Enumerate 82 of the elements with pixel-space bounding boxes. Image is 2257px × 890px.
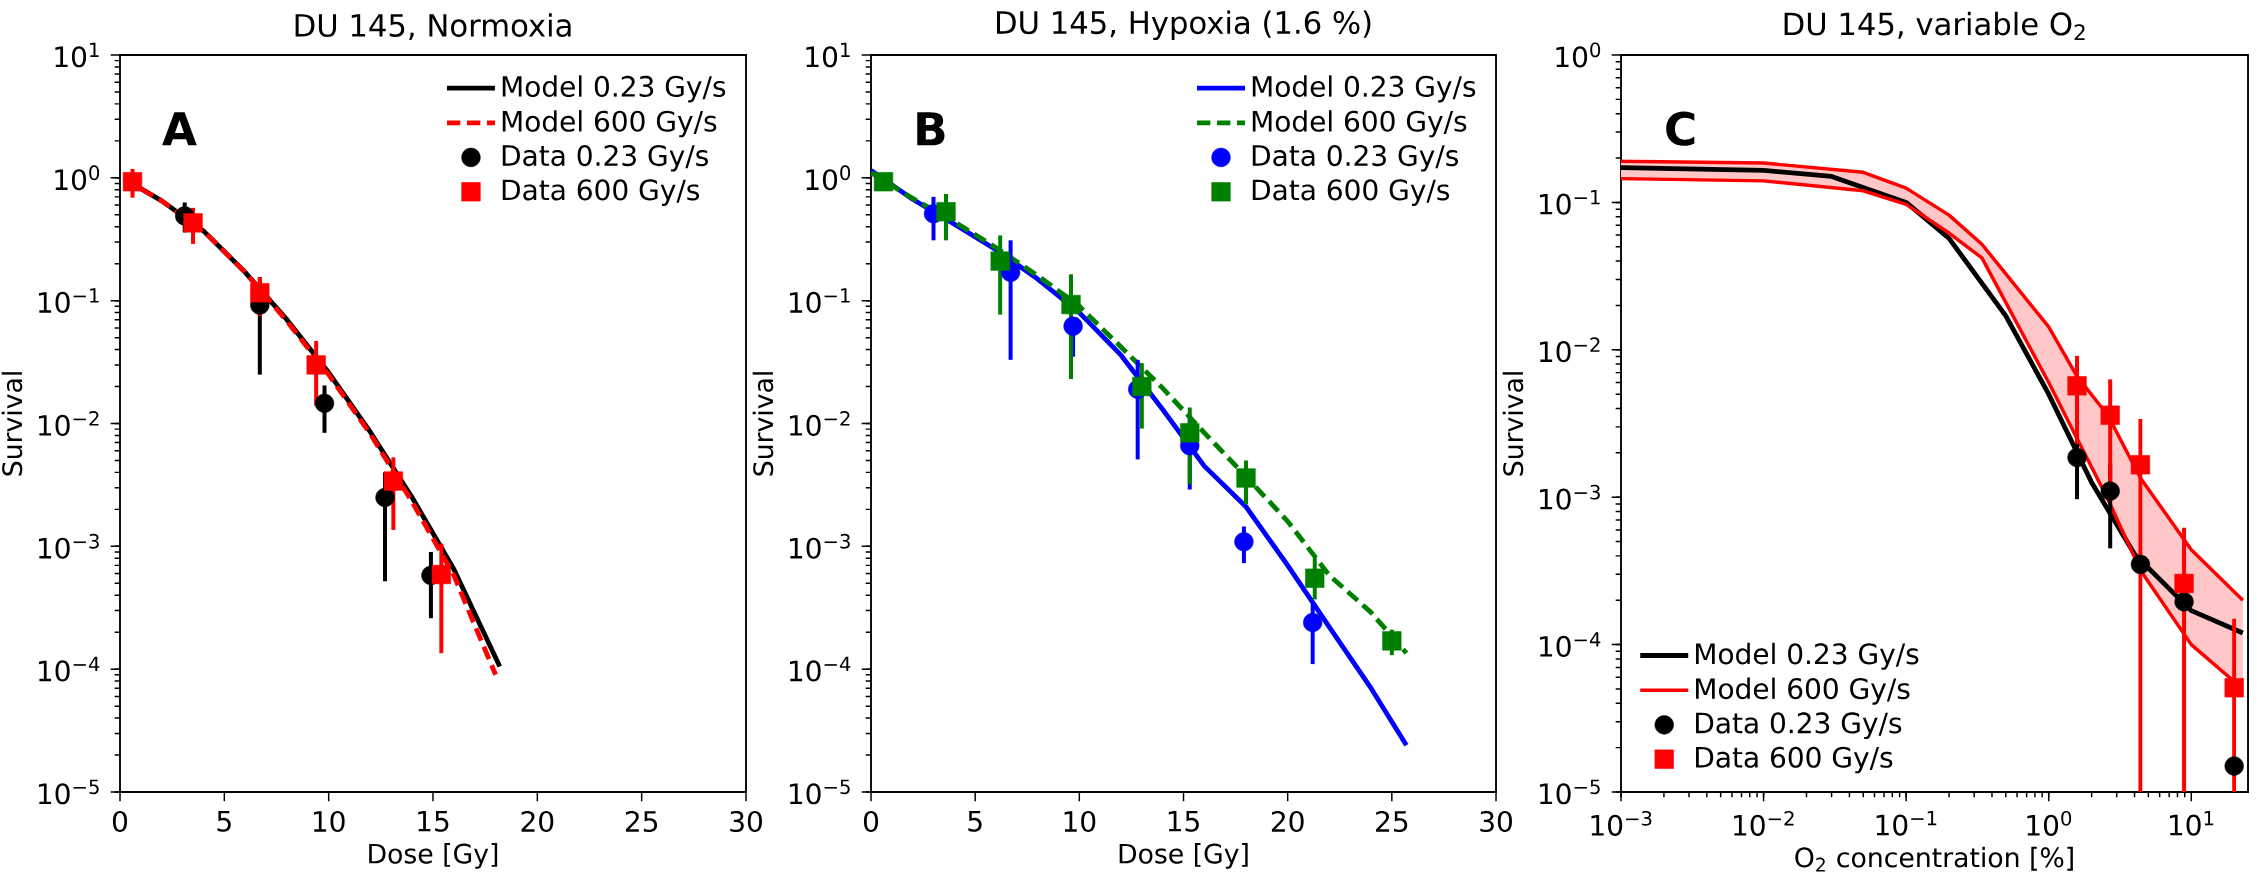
y-axis-title: Survival xyxy=(752,372,774,476)
x-tick-label: 20 xyxy=(521,810,554,833)
legend-label: Data 0.23 Gy/s xyxy=(502,144,708,172)
x-tick-label: 5 xyxy=(217,810,231,832)
x-tick-label: 25 xyxy=(1376,810,1408,833)
x-tick-label: 15 xyxy=(1168,810,1199,832)
point xyxy=(990,251,1010,271)
annotation: B xyxy=(917,112,945,146)
annotation: C xyxy=(1666,111,1695,146)
y-axis-title: Survival xyxy=(1,372,23,476)
y-tick-label: 10$^{−1}$ xyxy=(38,288,99,314)
y-tick-label: 10$^{−2}$ xyxy=(38,411,99,436)
point xyxy=(183,213,203,233)
point xyxy=(375,487,395,508)
legend-label: Model 0.23 Gy/s xyxy=(1696,642,1919,670)
y-tick-label: 10$^{0}$ xyxy=(806,165,851,191)
y-tick-label: 10$^{−3}$ xyxy=(1539,484,1600,510)
point xyxy=(1234,532,1254,552)
x-axis-title: Dose [Gy] xyxy=(1119,843,1248,869)
point xyxy=(314,393,335,413)
legend-label: Data 600 Gy/s xyxy=(1252,179,1450,206)
y-tick-label: 10$^{−4}$ xyxy=(789,656,851,682)
x-tick-label: 10$^{−1}$ xyxy=(1876,810,1937,836)
y-tick-label: 10$^{−5}$ xyxy=(38,779,99,805)
legend-label: Model 600 Gy/s xyxy=(1252,110,1467,138)
y-tick-label: 10$^{−5}$ xyxy=(1539,779,1600,805)
point xyxy=(1061,294,1081,315)
point xyxy=(383,471,403,491)
x-tick-label: 30 xyxy=(730,810,762,833)
y-tick-label: 10$^{−2}$ xyxy=(789,411,850,436)
x-tick-label: 5 xyxy=(968,810,982,832)
x-tick-label: 10$^{0}$ xyxy=(2027,810,2072,836)
x-tick-label: 0 xyxy=(112,810,128,833)
y-tick-label: 10$^{−3}$ xyxy=(789,533,850,559)
x-tick-label: 30 xyxy=(1480,810,1512,833)
y-tick-label: 10$^{−2}$ xyxy=(1539,337,1600,363)
legend-label: Data 0.23 Gy/s xyxy=(1252,144,1458,172)
y-tick-label: 10$^{−1}$ xyxy=(1539,190,1600,215)
x-tick-label: 10 xyxy=(313,810,345,833)
x-tick-label: 10$^{−2}$ xyxy=(1734,810,1794,836)
point xyxy=(1180,423,1200,443)
y-axis-title: Survival xyxy=(1502,372,1524,476)
legend-label: Data 600 Gy/s xyxy=(502,179,700,206)
y-tick-label: 10$^{−4}$ xyxy=(38,656,100,682)
x-tick-label: 25 xyxy=(625,810,658,833)
point xyxy=(306,355,326,375)
point xyxy=(873,172,894,192)
x-axis-title: Dose [Gy] xyxy=(369,843,498,869)
x-tick-label: 20 xyxy=(1271,810,1304,833)
y-tick-label: 10$^{−4}$ xyxy=(1539,632,1601,657)
x-tick-label: 10 xyxy=(1064,810,1096,833)
point xyxy=(1305,568,1325,588)
legend-label: Model 0.23 Gy/s xyxy=(502,75,726,103)
point xyxy=(1063,316,1083,336)
point xyxy=(936,202,956,222)
y-tick-label: 10$^{−3}$ xyxy=(38,533,99,559)
legend-label: Data 600 Gy/s xyxy=(1696,746,1893,774)
point xyxy=(122,172,143,192)
y-tick-label: 10$^{0}$ xyxy=(55,165,100,191)
y-tick-label: 10$^{0}$ xyxy=(1556,42,1601,68)
point xyxy=(1236,468,1256,488)
point xyxy=(250,283,270,303)
point xyxy=(1382,631,1402,651)
chart-title: DU 145, Normoxia xyxy=(295,13,571,41)
annotation: A xyxy=(162,112,197,146)
chart-title: DU 145, Hypoxia (1.6 %) xyxy=(996,10,1371,41)
x-axis-title: O$_{2}$ concentration [%] xyxy=(1795,846,2073,872)
point xyxy=(431,564,451,585)
x-tick-label: 0 xyxy=(863,810,879,833)
chart-title: DU 145, variable O$_{2}$ xyxy=(1784,11,2085,41)
point xyxy=(1303,612,1323,633)
x-tick-label: 15 xyxy=(418,810,449,832)
y-tick-label: 10$^{1}$ xyxy=(806,42,850,68)
y-tick-label: 10$^{1}$ xyxy=(55,42,99,68)
y-tick-label: 10$^{−1}$ xyxy=(789,288,850,314)
legend-label: Model 600 Gy/s xyxy=(502,110,717,138)
legend-label: Model 600 Gy/s xyxy=(1696,677,1910,705)
legend-label: Model 0.23 Gy/s xyxy=(1252,75,1476,103)
y-tick-label: 10$^{−5}$ xyxy=(789,779,850,805)
legend-label: Data 0.23 Gy/s xyxy=(1696,712,1902,739)
x-tick-label: 10$^{−3}$ xyxy=(1591,810,1652,836)
x-tick-label: 10$^{1}$ xyxy=(2169,810,2214,836)
